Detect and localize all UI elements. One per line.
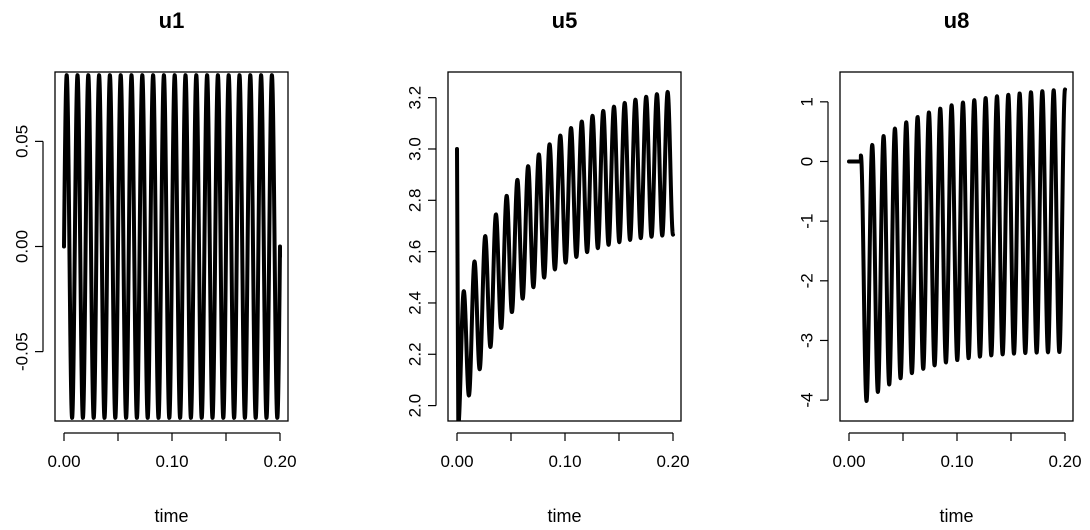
y-tick-label: -2 [797, 273, 816, 288]
y-tick-label: 2.6 [405, 240, 424, 264]
series-line-1 [455, 89, 675, 421]
x-tick-label: 0.20 [263, 452, 296, 471]
y-tick-label: 2.8 [405, 188, 424, 212]
y-tick-label: 2.0 [405, 394, 424, 418]
chart-title: u1 [159, 8, 185, 33]
x-tick-label: 0.00 [440, 452, 473, 471]
chart-title: u8 [944, 8, 970, 33]
x-tick-label: 0.10 [940, 452, 973, 471]
x-axis-label: time [547, 506, 581, 526]
x-tick-label: 0.20 [656, 452, 689, 471]
y-tick-label: -0.05 [12, 332, 31, 371]
chart-panel-1: u1 0.00 0.10 0.20 time -0.05 0.00 0.05 [12, 8, 296, 526]
series-line-1 [62, 73, 282, 420]
y-tick-label: 1 [797, 97, 816, 106]
chart-panel-2: u5 0.00 0.10 0.20 time 2.0 2.2 2.4 2.6 2.8 3.0 3.2 [405, 8, 689, 526]
y-tick-label: 0 [797, 157, 816, 166]
y-tick-label: -3 [797, 333, 816, 348]
x-tick-label: 0.20 [1048, 452, 1081, 471]
x-tick-label: 0.00 [47, 452, 80, 471]
y-tick-label: 3.2 [405, 86, 424, 110]
y-tick-label: 3.0 [405, 137, 424, 161]
x-axis-label: time [939, 506, 973, 526]
chart-panel-3: u8 0.00 0.10 0.20 time -4 -3 -2 -1 0 1 [797, 8, 1081, 526]
x-tick-label: 0.00 [832, 452, 865, 471]
y-tick-label: 0.05 [12, 125, 31, 158]
y-tick-label: 2.4 [405, 291, 424, 315]
y-tick-label: -1 [797, 214, 816, 229]
series-line-1 [847, 87, 1067, 403]
chart-title: u5 [552, 8, 578, 33]
y-tick-label: -4 [797, 393, 816, 408]
plot-frame [839, 71, 1074, 422]
plot-frame [54, 71, 289, 422]
y-tick-label: 0.00 [12, 230, 31, 263]
y-tick-label: 2.2 [405, 342, 424, 366]
x-tick-label: 0.10 [548, 452, 581, 471]
x-tick-label: 0.10 [155, 452, 188, 471]
x-axis-label: time [154, 506, 188, 526]
plot-frame [447, 71, 682, 422]
